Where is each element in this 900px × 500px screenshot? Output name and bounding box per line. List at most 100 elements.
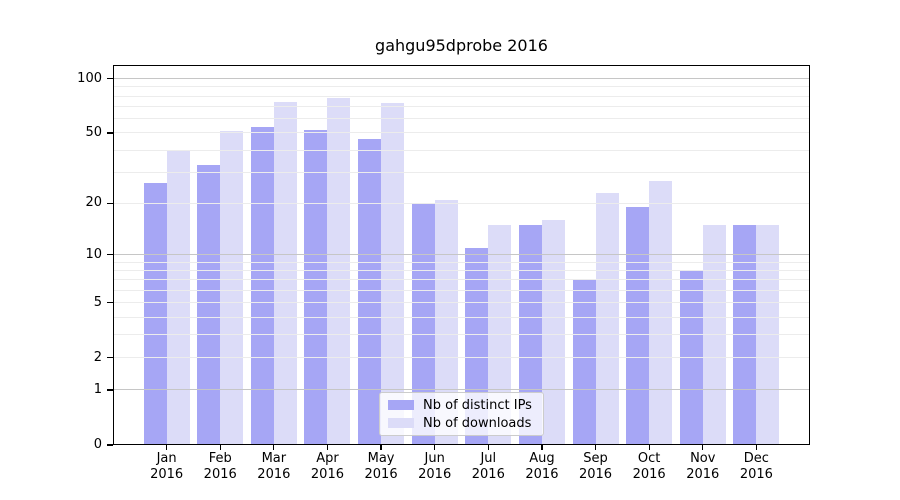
gridline-40 — [113, 149, 810, 151]
y-tick-20 — [107, 202, 113, 204]
gridline-5 — [113, 302, 810, 304]
y-tick-label-2: 2 — [93, 349, 102, 365]
y-tick-50 — [107, 132, 113, 134]
y-tick-label-1: 1 — [93, 381, 102, 397]
legend-swatch-downloads — [388, 418, 414, 428]
y-tick-label-20: 20 — [85, 195, 102, 211]
x-tick-label-jul: Jul 2016 — [460, 451, 516, 482]
y-tick-label-5: 5 — [93, 294, 102, 310]
x-tick-label-mar: Mar 2016 — [246, 451, 302, 482]
gridline-70 — [113, 106, 810, 108]
x-tick-oct — [648, 445, 650, 450]
x-tick-month-oct: Oct — [637, 451, 661, 466]
y-tick-label-10: 10 — [85, 246, 102, 262]
x-tick-label-nov: Nov 2016 — [675, 451, 731, 482]
gridline-7 — [113, 279, 810, 281]
x-tick-year-jan: 2016 — [150, 466, 184, 482]
x-tick-label-jan: Jan 2016 — [139, 451, 195, 482]
y-tick-label-100: 100 — [77, 70, 102, 86]
bar-distinct-ips-apr — [304, 129, 328, 445]
x-tick-year-feb: 2016 — [203, 466, 237, 482]
plot-frame — [113, 65, 810, 445]
x-tick-mar — [273, 445, 275, 450]
gridline-60 — [113, 118, 810, 120]
x-tick-aug — [541, 445, 543, 450]
x-tick-year-may: 2016 — [364, 466, 398, 482]
bar-distinct-ips-jun — [411, 203, 435, 445]
bar-downloads-oct — [649, 180, 673, 445]
bar-distinct-ips-sep — [572, 279, 596, 445]
x-tick-year-apr: 2016 — [310, 466, 344, 482]
legend-label-downloads: Nb of downloads — [423, 415, 532, 431]
legend-label-distinct-ips: Nb of distinct IPs — [423, 397, 532, 413]
legend: Nb of distinct IPs Nb of downloads — [379, 392, 544, 436]
x-tick-month-nov: Nov — [690, 451, 716, 466]
gridline-3 — [113, 334, 810, 336]
x-tick-year-aug: 2016 — [525, 466, 559, 482]
chart-title: gahgu95dprobe 2016 — [375, 36, 548, 55]
x-tick-year-jun: 2016 — [418, 466, 452, 482]
gridline-90 — [113, 86, 810, 88]
gridline-10 — [113, 254, 810, 256]
y-tick-100 — [107, 78, 113, 80]
y-tick-label-50: 50 — [85, 124, 102, 140]
x-tick-year-oct: 2016 — [632, 466, 666, 482]
gridlines-layer — [113, 65, 810, 445]
x-tick-jul — [487, 445, 489, 450]
gridline-4 — [113, 316, 810, 318]
x-tick-apr — [326, 445, 329, 450]
x-tick-sep — [594, 445, 597, 450]
x-tick-jun — [434, 445, 436, 450]
x-tick-label-dec: Dec 2016 — [728, 451, 784, 482]
bar-distinct-ips-may — [358, 139, 382, 445]
bar-downloads-may — [381, 103, 405, 445]
gridline-1 — [113, 389, 810, 391]
x-tick-may — [380, 445, 382, 450]
gridline-80 — [113, 95, 810, 97]
x-tick-year-sep: 2016 — [578, 466, 613, 482]
bar-distinct-ips-feb — [197, 165, 221, 445]
x-tick-label-feb: Feb 2016 — [192, 451, 248, 482]
bar-downloads-sep — [595, 192, 619, 445]
gridline-8 — [113, 270, 810, 272]
x-tick-year-dec: 2016 — [739, 466, 773, 482]
x-tick-label-jun: Jun 2016 — [407, 451, 463, 482]
x-tick-year-nov: 2016 — [686, 466, 720, 482]
gridline-30 — [113, 171, 810, 173]
gridline-100 — [113, 78, 810, 80]
bar-downloads-jun — [434, 199, 458, 445]
x-tick-feb — [219, 445, 221, 450]
legend-swatch-distinct-ips — [388, 400, 414, 410]
x-tick-label-apr: Apr 2016 — [299, 451, 355, 482]
y-tick-5 — [107, 302, 113, 304]
y-tick-1 — [107, 389, 113, 391]
bar-downloads-mar — [273, 102, 297, 445]
x-tick-month-jul: Jul — [480, 451, 497, 466]
gridline-20 — [113, 202, 810, 204]
x-tick-month-may: May — [367, 451, 395, 466]
gridline-50 — [113, 132, 810, 134]
legend-item-downloads: Nb of downloads — [380, 416, 543, 431]
gridline-9 — [113, 261, 810, 263]
bar-distinct-ips-mar — [250, 126, 274, 445]
bar-downloads-aug — [541, 220, 565, 445]
gridline-6 — [113, 290, 810, 292]
x-tick-label-may: May 2016 — [353, 451, 409, 482]
x-tick-month-mar: Mar — [261, 451, 287, 466]
plot-area — [113, 65, 810, 445]
x-tick-jan — [166, 445, 168, 450]
y-tick-0 — [107, 444, 113, 446]
bar-distinct-ips-jan — [143, 183, 167, 445]
x-tick-month-dec: Dec — [743, 451, 769, 466]
x-tick-month-jan: Jan — [156, 451, 177, 466]
x-tick-label-aug: Aug 2016 — [514, 451, 570, 482]
x-tick-month-apr: Apr — [316, 451, 339, 466]
y-tick-label-0: 0 — [93, 437, 102, 452]
legend-item-distinct-ips: Nb of distinct IPs — [380, 398, 543, 413]
bar-downloads-jan — [166, 150, 190, 445]
x-tick-dec — [755, 445, 757, 450]
x-tick-label-oct: Oct 2016 — [621, 451, 677, 482]
y-tick-10 — [107, 254, 113, 256]
x-tick-month-sep: Sep — [583, 451, 608, 466]
